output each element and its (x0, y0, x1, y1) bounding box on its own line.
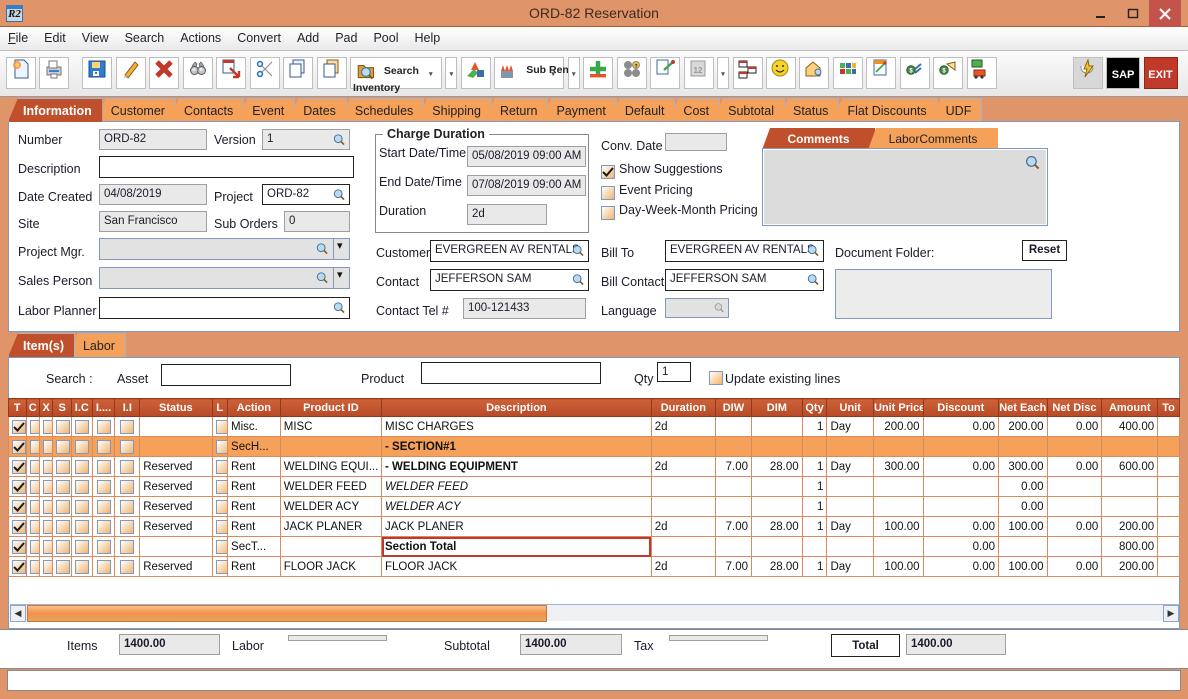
svg-text:12: 12 (693, 66, 702, 75)
svg-text:?: ? (634, 64, 637, 70)
